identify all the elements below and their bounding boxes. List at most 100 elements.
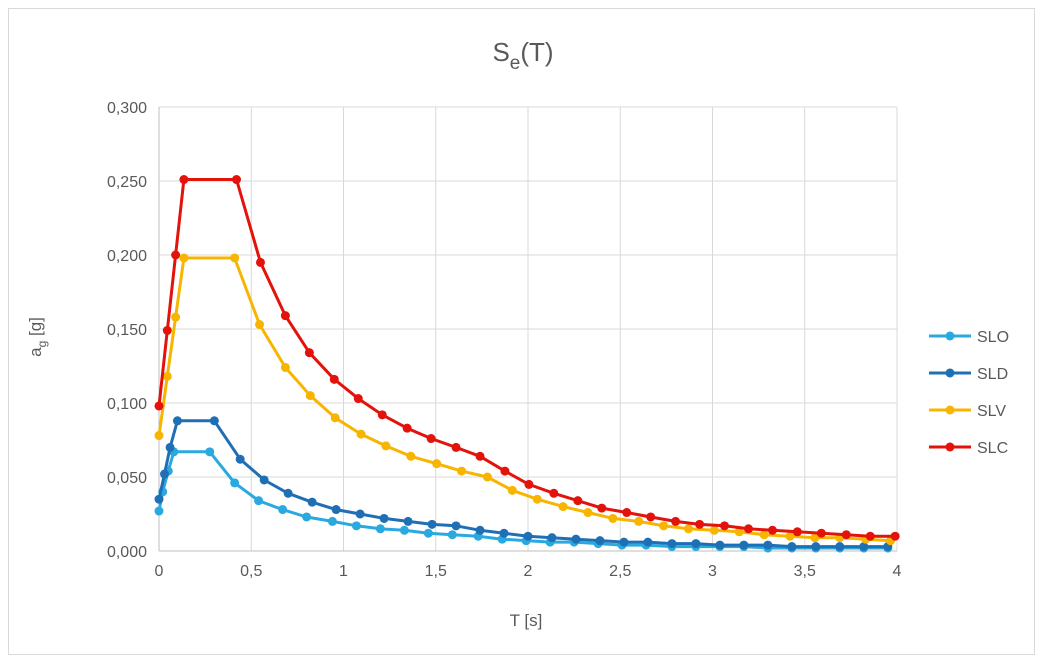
data-point-slo	[254, 496, 264, 506]
data-point-slv	[330, 413, 340, 423]
data-point-slo	[327, 516, 337, 526]
data-point-slv	[482, 472, 492, 482]
y-tick-label: 0,100	[107, 396, 147, 413]
data-point-sld	[523, 531, 533, 541]
data-point-sld	[331, 505, 341, 515]
chart-title: Se(T)	[492, 37, 553, 74]
data-point-slv	[179, 253, 189, 263]
y-axis-title-subscript: g	[35, 341, 49, 348]
data-point-sld	[235, 454, 245, 464]
data-point-slv	[154, 431, 164, 441]
data-point-sld	[499, 528, 509, 538]
data-point-sld	[283, 488, 293, 498]
data-point-sld	[259, 475, 269, 485]
data-point-slc	[743, 524, 753, 534]
data-point-slc	[792, 527, 802, 537]
data-point-slc	[841, 530, 851, 540]
data-point-slv	[432, 459, 442, 469]
y-tick-label: 0,050	[107, 470, 147, 487]
data-point-slc	[280, 311, 290, 321]
data-point-sld	[403, 516, 413, 526]
data-point-slv	[759, 530, 769, 540]
data-point-sld	[475, 525, 485, 535]
data-point-slc	[500, 466, 510, 476]
legend-item-slv: SLV	[929, 403, 1006, 420]
data-point-slo	[375, 524, 385, 534]
data-point-slv	[583, 508, 593, 518]
legend-label: SLD	[977, 366, 1008, 383]
data-point-slc	[865, 531, 875, 541]
data-point-slc	[154, 401, 164, 411]
series-layer	[154, 175, 900, 553]
data-point-sld	[172, 416, 182, 426]
y-axis-title: ag [g]	[26, 317, 49, 357]
legend-label: SLC	[977, 440, 1008, 457]
data-point-slo	[278, 505, 288, 515]
data-point-slv	[305, 391, 315, 401]
legend-swatch-marker	[945, 442, 955, 452]
x-tick-label: 3	[708, 563, 717, 580]
data-point-slv	[280, 362, 290, 372]
x-tick-label: 2	[524, 563, 533, 580]
data-point-slv	[785, 531, 795, 541]
y-axis-title-main: a	[26, 347, 45, 357]
x-tick-label: 1	[339, 563, 348, 580]
legend-swatch-marker	[945, 331, 955, 341]
data-point-sld	[154, 494, 164, 504]
legend-swatch-marker	[945, 405, 955, 415]
data-point-slc	[719, 521, 729, 531]
data-point-slc	[451, 442, 461, 452]
data-point-slc	[255, 257, 265, 267]
data-point-slc	[890, 531, 900, 541]
data-point-slv	[659, 521, 669, 531]
legend-item-slo: SLO	[929, 329, 1009, 346]
data-point-slc	[597, 503, 607, 513]
legend-swatch-marker	[945, 368, 955, 378]
data-point-slo	[154, 506, 164, 516]
data-point-sld	[835, 542, 845, 552]
tick-layer: 0 0,5 1 1,5 2 2,5 3 3,5 4 0,000 0,050 0,100 0,150 0,2…	[107, 100, 902, 580]
x-tick-label: 0,5	[240, 563, 262, 580]
data-point-slv	[684, 524, 694, 534]
data-point-slc	[573, 496, 583, 506]
data-point-slo	[351, 521, 361, 531]
x-tick-label: 4	[893, 563, 902, 580]
series-slv	[154, 253, 896, 546]
data-point-sld	[379, 513, 389, 523]
data-point-slo	[205, 447, 215, 457]
data-point-slv	[558, 502, 568, 512]
legend-label: SLO	[977, 329, 1009, 346]
data-point-slv	[406, 451, 416, 461]
x-tick-label: 2,5	[609, 563, 631, 580]
y-tick-label: 0,300	[107, 100, 147, 117]
data-point-slo	[230, 478, 240, 488]
data-point-sld	[859, 542, 869, 552]
data-point-slc	[524, 479, 534, 489]
data-point-sld	[763, 540, 773, 550]
y-axis-title-suffix: [g]	[26, 317, 45, 341]
series-line-sld	[157, 419, 888, 549]
x-tick-label: 1,5	[425, 563, 447, 580]
series-line-slv	[157, 256, 891, 543]
data-point-slv	[532, 494, 542, 504]
data-point-slo	[423, 528, 433, 538]
chart-title-main: S	[492, 37, 509, 67]
data-point-sld	[165, 442, 175, 452]
data-point-sld	[691, 539, 701, 549]
data-point-slc	[767, 525, 777, 535]
legend-label: SLV	[977, 403, 1006, 420]
data-point-sld	[595, 536, 605, 546]
legend: SLO SLD SLV SLC	[929, 329, 1009, 457]
series-slc	[154, 175, 900, 541]
data-point-slc	[816, 528, 826, 538]
data-point-slc	[231, 175, 241, 185]
data-point-slc	[179, 175, 189, 185]
data-point-slv	[356, 429, 366, 439]
chart-title-subscript: e	[510, 53, 521, 74]
data-point-slc	[162, 325, 172, 335]
chart-svg: Se(T) 0 0,5 1 1,5 2 2,5 3 3,5 4 0,000 0,050 0,100 0,…	[26, 37, 1009, 630]
data-point-sld	[427, 519, 437, 529]
data-point-slc	[353, 394, 363, 404]
data-point-sld	[209, 416, 219, 426]
legend-item-slc: SLC	[929, 440, 1008, 457]
